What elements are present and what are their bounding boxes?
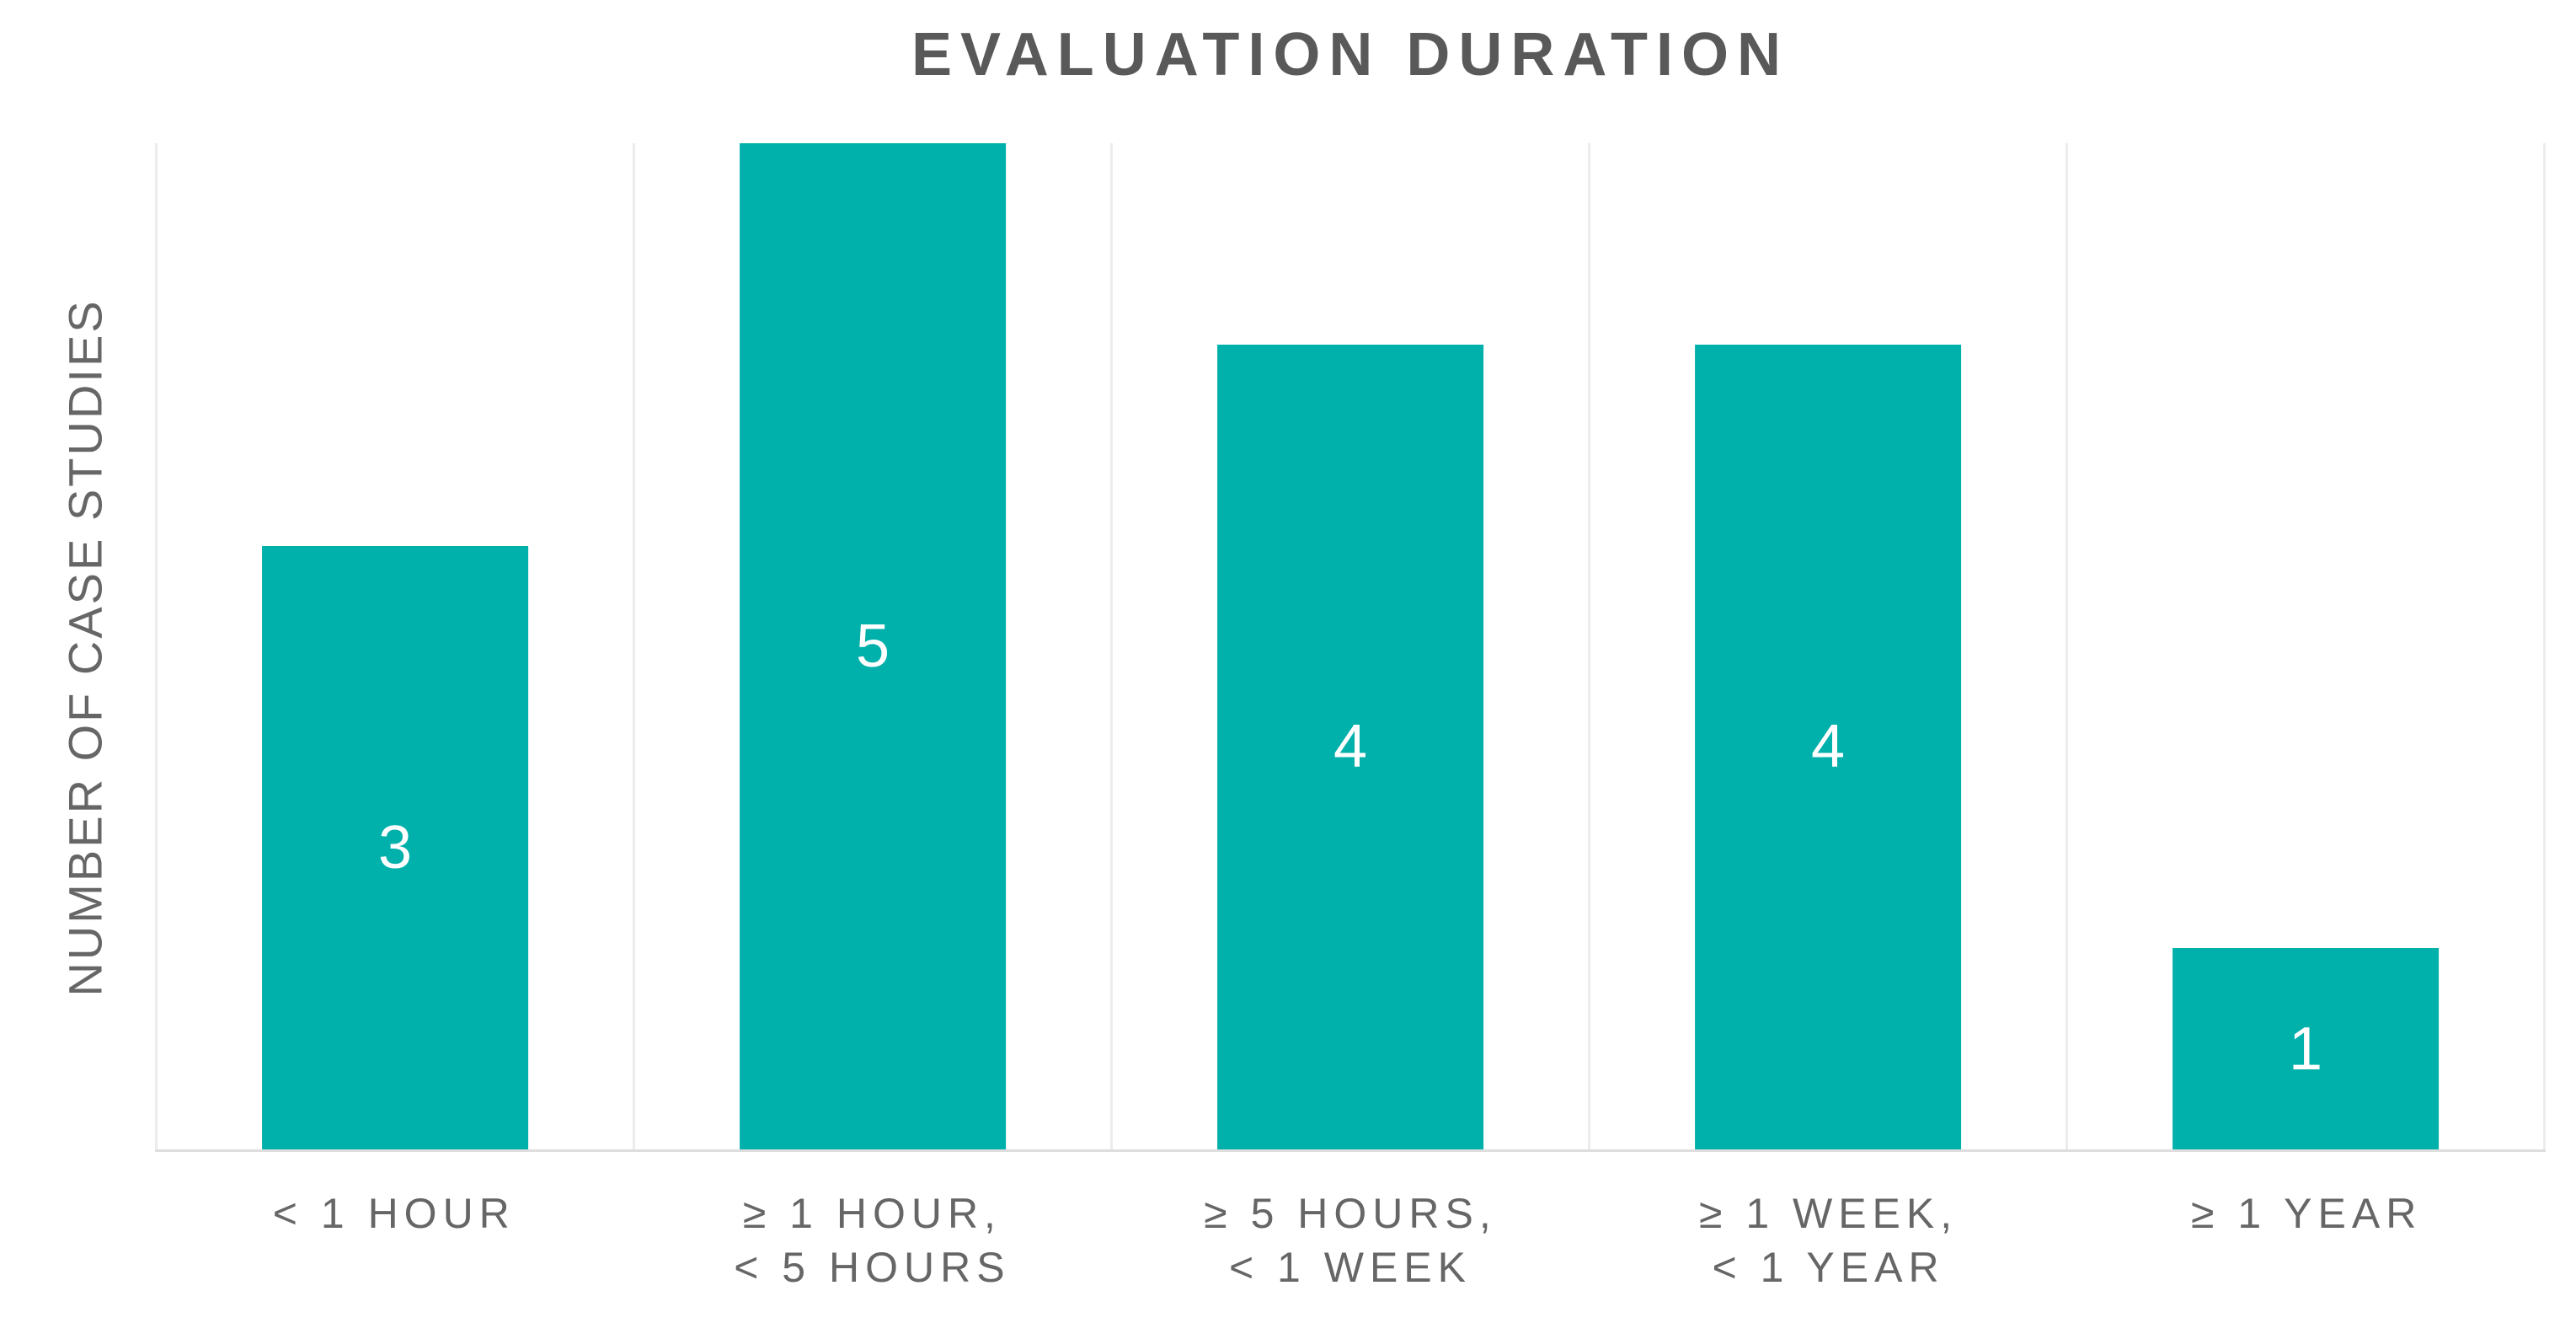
bar: 5 [740,143,1006,1149]
plot-area: 3 5 4 4 1 [155,143,2546,1152]
x-axis-category-label: ≥ 1 WEEK, < 1 YEAR [1698,1190,1959,1291]
plot-column: 5 [633,143,1110,1149]
plot-column: 1 [2066,143,2546,1149]
bar-value-label: 1 [2288,1015,2323,1083]
bar: 3 [262,545,528,1149]
plot-column: 4 [1110,143,1588,1149]
bar: 1 [2172,948,2439,1149]
bar: 4 [1217,344,1483,1149]
bar-value-label: 4 [1333,713,1368,781]
x-axis-category-label: ≥ 1 YEAR [2191,1190,2423,1237]
plot-column: 3 [155,143,633,1149]
bar-value-label: 5 [855,613,890,680]
chart-title: EVALUATION DURATION [911,21,1789,88]
y-axis-label-container: NUMBER OF CASE STUDIES [24,143,147,1152]
x-axis-category-label: < 1 HOUR [272,1190,516,1237]
plot-column: 4 [1588,143,2066,1149]
bar-value-label: 4 [1810,713,1846,781]
bar-value-label: 3 [377,813,413,881]
bar: 4 [1695,344,1961,1149]
y-axis-label: NUMBER OF CASE STUDIES [58,298,112,997]
x-axis-labels: < 1 HOUR ≥ 1 HOUR, < 5 HOURS ≥ 5 HOURS, < … [155,1186,2546,1294]
x-axis-category-label: ≥ 5 HOURS, < 1 WEEK [1204,1190,1497,1291]
x-axis-category-label: ≥ 1 HOUR, < 5 HOURS [734,1190,1011,1291]
